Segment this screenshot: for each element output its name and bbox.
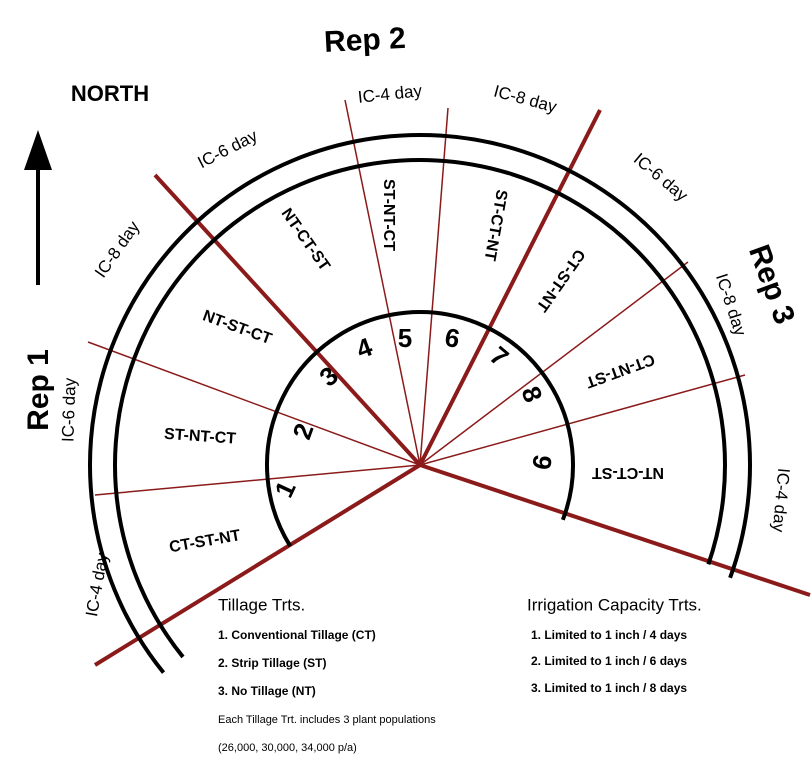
plot-number: 4 [352,331,376,364]
plot-divider [87,341,421,466]
irrigation-label: IC-4 day [769,467,794,533]
plot-number: 8 [515,382,548,406]
rep-divider [418,109,602,466]
tillage-label: NT-CT-ST [592,464,664,481]
rep-divider [153,173,422,467]
ring-arc [265,310,575,548]
legend-item: 2. Strip Tillage (ST) [218,656,326,670]
legend-note: Each Tillage Trt. includes 3 plant popul… [218,714,436,726]
plot-number: 5 [398,323,412,353]
irrigation-label: IC-8 day [91,217,144,281]
tillage-label: NT-CT-ST [278,205,333,274]
plot-divider [419,261,689,466]
tillage-label: CT-ST-NT [168,527,242,556]
tillage-label: CT-ST-NT [532,246,587,315]
plot-number: 9 [526,453,558,472]
legend-item: 3. Limited to 1 inch / 8 days [531,681,687,695]
irrigation-label: IC-8 day [492,82,559,117]
rep-divider [93,463,422,667]
legend-item: 2. Limited to 1 inch / 6 days [531,654,687,668]
legend-item: 1. Conventional Tillage (CT) [218,628,376,642]
ring-arcs [88,133,752,674]
tillage-label: NT-ST-CT [200,307,274,348]
legend-note: (26,000, 30,000, 34,000 p/a) [218,742,357,754]
irrigation-label: IC-4 day [82,551,112,618]
plot-divider [419,374,746,466]
irrigation-label: IC-4 day [357,81,423,107]
irrigation-label: IC-6 day [58,377,79,442]
tillage-label: ST-NT-CT [164,426,237,448]
ring-arc [88,133,752,674]
irrigation-label: IC-6 day [195,126,261,172]
north-label: NORTH [71,81,149,106]
irrigation-label: IC-6 day [630,149,692,205]
legend-item: 1. Limited to 1 inch / 4 days [531,628,687,642]
legend-item: 3. No Tillage (NT) [218,684,316,698]
rep-divider [419,463,811,597]
rep-label: Rep 2 [323,22,406,59]
plot-number: 7 [484,340,514,372]
plot-dividers [87,99,811,667]
legend-title: Tillage Trts. [218,595,305,614]
plot-divider [344,99,421,466]
tillage-label: CT-NT-ST [583,350,657,391]
plot-number: 1 [268,476,301,502]
plot-number: 2 [286,419,319,443]
irrigation-label: IC-8 day [712,271,750,338]
rep-label: Rep 1 [22,349,55,431]
north-arrowhead [24,130,52,170]
tillage-label: ST-NT-CT [380,179,397,251]
plot-divider [419,107,449,466]
plot-number: 6 [443,322,462,354]
tillage-label: ST-CT-NT [481,188,510,262]
ring-arc [113,158,727,659]
plot-divider [94,464,421,496]
legend-title: Irrigation Capacity Trts. [527,595,702,614]
rep-label: Rep 3 [742,240,801,328]
